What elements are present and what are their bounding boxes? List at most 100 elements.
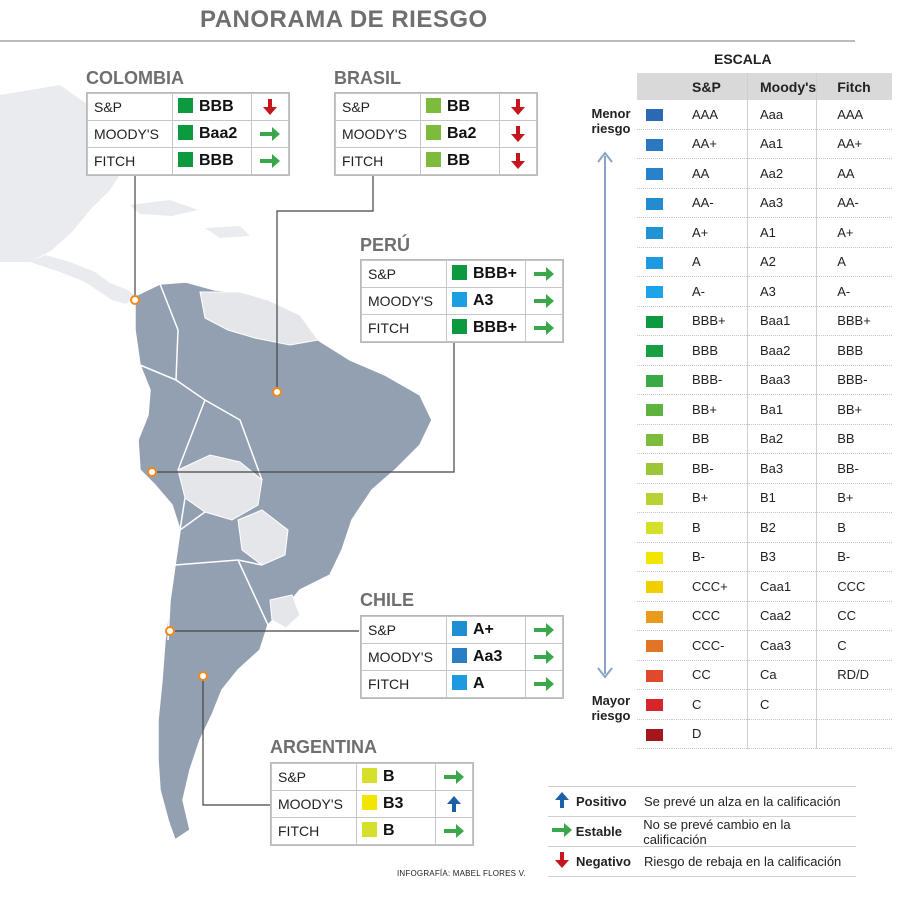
agency-name: S&P	[271, 763, 357, 791]
scale-moodys-rating: Aaa	[747, 100, 818, 130]
scale-header-fitch: Fitch	[816, 73, 893, 100]
rating-color-swatch	[452, 265, 467, 281]
rating-value-cell: BB	[420, 93, 500, 121]
low-risk-label: Menor riesgo	[591, 106, 631, 136]
scale-moodys-rating: Ba3	[747, 453, 818, 484]
brasilia-dot	[272, 387, 282, 397]
rating-row: FITCH BBB+	[361, 314, 563, 342]
rating-row: MOODY'S B3	[271, 790, 473, 818]
scale-fitch-rating: BBB+	[816, 306, 893, 336]
rating-value-cell: BBB+	[446, 314, 526, 342]
agency-name: MOODY'S	[271, 790, 357, 818]
rating-value: B	[383, 768, 395, 785]
scale-color-cell	[637, 660, 672, 690]
scale-moodys-rating: A1	[747, 217, 818, 248]
right-arrow-icon	[525, 643, 563, 671]
rating-value-cell: A+	[446, 616, 526, 644]
agency-name: FITCH	[87, 147, 173, 175]
scale-sp-rating: CCC+	[672, 571, 748, 602]
scale-color-cell	[637, 129, 672, 159]
scale-color-swatch	[646, 256, 663, 269]
scale-fitch-rating: RD/D	[816, 660, 893, 690]
scale-sp-rating: BB	[672, 424, 748, 454]
caribbean-island	[205, 226, 250, 238]
scale-color-swatch	[646, 551, 663, 564]
scale-color-swatch	[646, 138, 663, 151]
rating-color-swatch	[452, 675, 467, 691]
right-arrow-icon	[525, 287, 563, 315]
scale-moodys-rating: Baa3	[747, 365, 818, 395]
scale-row: B- B3 B-	[637, 542, 893, 572]
scale-color-swatch	[646, 286, 663, 299]
scale-row: BBB+ Baa1 BBB+	[637, 306, 893, 336]
scale-sp-rating: BB-	[672, 453, 748, 484]
country-light-2	[177, 454, 263, 521]
rating-row: S&P BB	[335, 93, 537, 121]
rating-color-swatch	[178, 152, 193, 168]
right-arrow-icon	[251, 147, 289, 175]
agency-name: S&P	[335, 93, 421, 121]
scale-moodys-rating	[747, 719, 818, 749]
scale-color-cell	[637, 542, 672, 572]
scale-color-cell	[637, 217, 672, 248]
scale-sp-rating: B+	[672, 483, 748, 513]
rating-value-cell: B3	[356, 790, 436, 818]
rating-color-swatch	[426, 125, 441, 141]
scale-row: CC Ca RD/D	[637, 660, 893, 690]
scale-moodys-rating: A3	[747, 276, 818, 307]
scale-row: BB- Ba3 BB-	[637, 453, 893, 484]
scale-sp-rating: A-	[672, 276, 748, 307]
scale-row: AAA Aaa AAA	[637, 100, 893, 130]
trend-legend: Positivo Se prevé un alza en la califica…	[548, 786, 856, 877]
rating-row: FITCH B	[271, 817, 473, 845]
up-arrow-icon	[435, 790, 473, 818]
rating-color-swatch	[362, 822, 377, 838]
scale-row: CCC- Caa3 C	[637, 630, 893, 661]
legend-name-negative: Negativo	[576, 854, 631, 869]
rating-value: B	[383, 822, 395, 839]
scale-sp-rating: BBB	[672, 335, 748, 366]
rating-value: BBB	[199, 98, 234, 115]
rating-value: Aa3	[473, 648, 503, 665]
bogota-dot	[130, 295, 140, 305]
right-arrow-icon	[435, 817, 473, 845]
scale-fitch-rating: CC	[816, 601, 893, 631]
scale-row: B B2 B	[637, 512, 893, 543]
legend-desc-stable: No se prevé cambio en la calificación	[643, 816, 791, 847]
legend-desc-negative: Riesgo de rebaja en la calificación	[644, 854, 842, 869]
scale-color-cell	[637, 188, 672, 218]
rating-value-cell: A	[446, 670, 526, 698]
scale-row: CCC+ Caa1 CCC	[637, 571, 893, 602]
country-light-3	[237, 509, 289, 566]
scale-color-swatch	[646, 669, 663, 682]
scale-header-color	[637, 73, 672, 100]
rating-color-swatch	[452, 292, 467, 308]
rating-box-colombia: S&P BBB MOODY'S Baa2 FITCH BBB	[86, 92, 290, 176]
scale-row: BBB- Baa3 BBB-	[637, 365, 893, 395]
scale-color-cell	[637, 512, 672, 543]
scale-color-cell	[637, 601, 672, 631]
scale-sp-rating: CCC	[672, 601, 748, 631]
rating-box-brasil: S&P BB MOODY'S Ba2 FITCH BB	[334, 92, 538, 176]
scale-color-swatch	[646, 433, 663, 446]
scale-color-swatch	[646, 315, 663, 328]
agency-name: FITCH	[335, 147, 421, 175]
scale-row: AA+ Aa1 AA+	[637, 129, 893, 159]
scale-sp-rating: BBB-	[672, 365, 748, 395]
scale-color-swatch	[646, 610, 663, 623]
agency-name: MOODY'S	[87, 120, 173, 148]
scale-sp-rating: AA+	[672, 129, 748, 159]
scale-fitch-rating: A	[816, 247, 893, 277]
rating-row: FITCH BBB	[87, 147, 289, 175]
scale-moodys-rating: Ba1	[747, 394, 818, 425]
right-arrow-icon	[435, 763, 473, 791]
country-light-1	[199, 291, 319, 346]
rating-row: MOODY'S Ba2	[335, 120, 537, 148]
country-name-brasil: BRASIL	[334, 68, 401, 88]
scale-row: AA- Aa3 AA-	[637, 188, 893, 218]
scale-color-cell	[637, 335, 672, 366]
scale-color-cell	[637, 571, 672, 602]
agency-name: FITCH	[361, 670, 447, 698]
scale-moodys-rating: Ba2	[747, 424, 818, 454]
rating-row: MOODY'S Baa2	[87, 120, 289, 148]
